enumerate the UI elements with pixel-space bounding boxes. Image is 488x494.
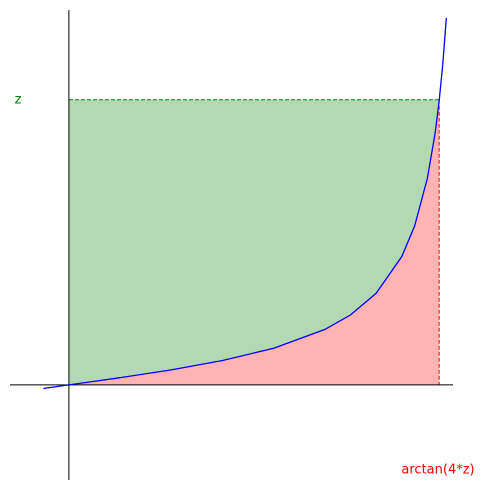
curve [43, 17, 447, 390]
arctan-fill [68, 99, 440, 385]
z-fill [68, 99, 440, 385]
z-label: z [15, 92, 22, 107]
arctan-label: arctan(4*z) [401, 463, 474, 478]
